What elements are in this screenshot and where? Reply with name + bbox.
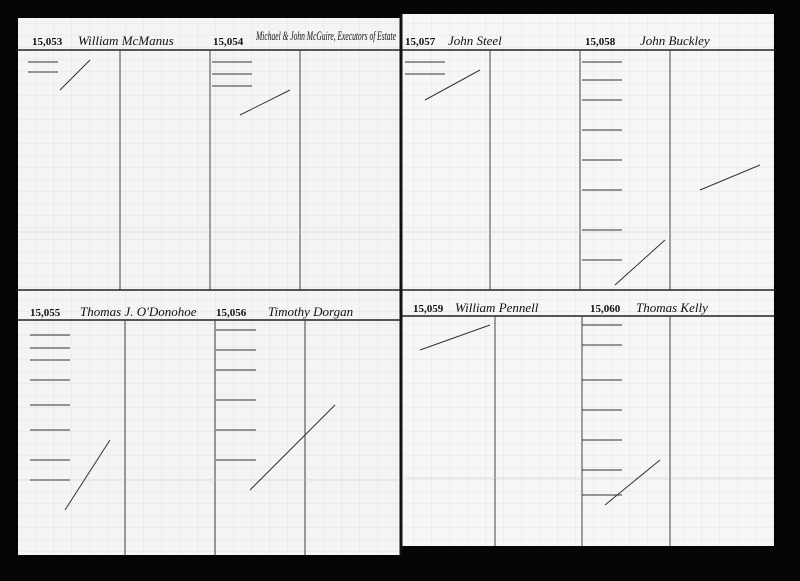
account-name: Thomas Kelly [636,300,708,315]
account-number: 15,060 [590,303,621,315]
left-grid [18,18,400,555]
account-number: 15,059 [413,303,444,315]
account-name: John Steel [448,33,502,48]
account-name: John Buckley [640,33,710,48]
account-name: Michael & John McGuire, Executors of Est… [255,28,396,43]
account-name: William McManus [78,33,174,48]
account-number: 15,053 [32,36,63,48]
account-name: William Pennell [455,300,539,315]
account-name: Timothy Dorgan [268,304,353,319]
account-number: 15,055 [30,307,61,319]
left-rules [18,49,400,555]
account-number: 15,058 [585,36,616,48]
account-number: 15,054 [213,36,244,48]
account-number: 15,057 [405,36,436,48]
right-rules [402,49,774,546]
account-name: Thomas J. O'Donohoe [80,304,197,319]
right-grid [402,14,774,546]
account-number: 15,056 [216,307,247,319]
handwriting-marks [28,59,761,511]
